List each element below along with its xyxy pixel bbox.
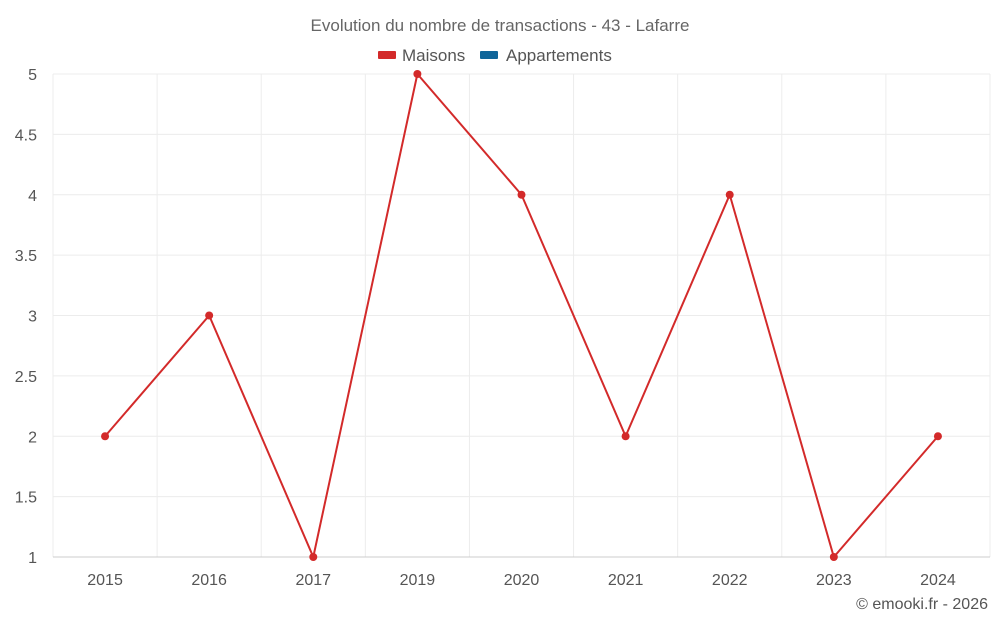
chart-title: Evolution du nombre de transactions - 43… [311, 16, 690, 35]
data-point-2020[interactable] [517, 190, 526, 199]
legend-label-appartements: Appartements [506, 46, 612, 65]
y-tick-label: 2 [28, 429, 37, 446]
x-tick-label: 2024 [920, 572, 956, 589]
legend: Maisons Appartements [378, 46, 612, 65]
data-point-2017[interactable] [309, 553, 318, 561]
y-tick-label: 3 [28, 309, 37, 326]
y-tick-label: 3.5 [15, 248, 37, 265]
y-tick-label: 5 [28, 67, 37, 84]
y-tick-label: 2.5 [15, 369, 37, 386]
y-tick-label: 1 [28, 550, 37, 567]
x-tick-label: 2022 [712, 572, 748, 589]
data-point-2022[interactable] [725, 190, 734, 199]
legend-item-appartements[interactable]: Appartements [480, 46, 612, 65]
x-tick-label: 2021 [608, 572, 644, 589]
data-point-2024[interactable] [933, 432, 942, 441]
x-tick-label: 2015 [87, 572, 123, 589]
legend-item-maisons[interactable]: Maisons [378, 46, 465, 65]
legend-label-maisons: Maisons [402, 46, 465, 65]
legend-swatch-appartements [480, 51, 498, 59]
data-point-2019[interactable] [413, 70, 422, 78]
data-point-2021[interactable] [621, 432, 630, 441]
x-tick-label: 2019 [400, 572, 436, 589]
y-tick-label: 1.5 [15, 490, 37, 507]
y-tick-label: 4.5 [15, 127, 37, 144]
series-maisons [101, 70, 942, 561]
y-tick-label: 4 [28, 188, 37, 205]
axes: 1 1.5 2 2.5 3 3.5 4 4.5 5 2015 2016 2017 2019 2020 202… [15, 67, 990, 589]
legend-swatch-maisons [378, 51, 396, 59]
credit-text: © emooki.fr - 2026 [856, 596, 988, 613]
grid [52, 73, 991, 557]
x-tick-label: 2016 [191, 572, 227, 589]
x-tick-label: 2017 [295, 572, 331, 589]
data-point-2016[interactable] [205, 311, 214, 320]
x-tick-label: 2020 [504, 572, 540, 589]
x-tick-label: 2023 [816, 572, 852, 589]
data-point-2023[interactable] [829, 553, 838, 561]
data-point-2015[interactable] [101, 432, 110, 441]
